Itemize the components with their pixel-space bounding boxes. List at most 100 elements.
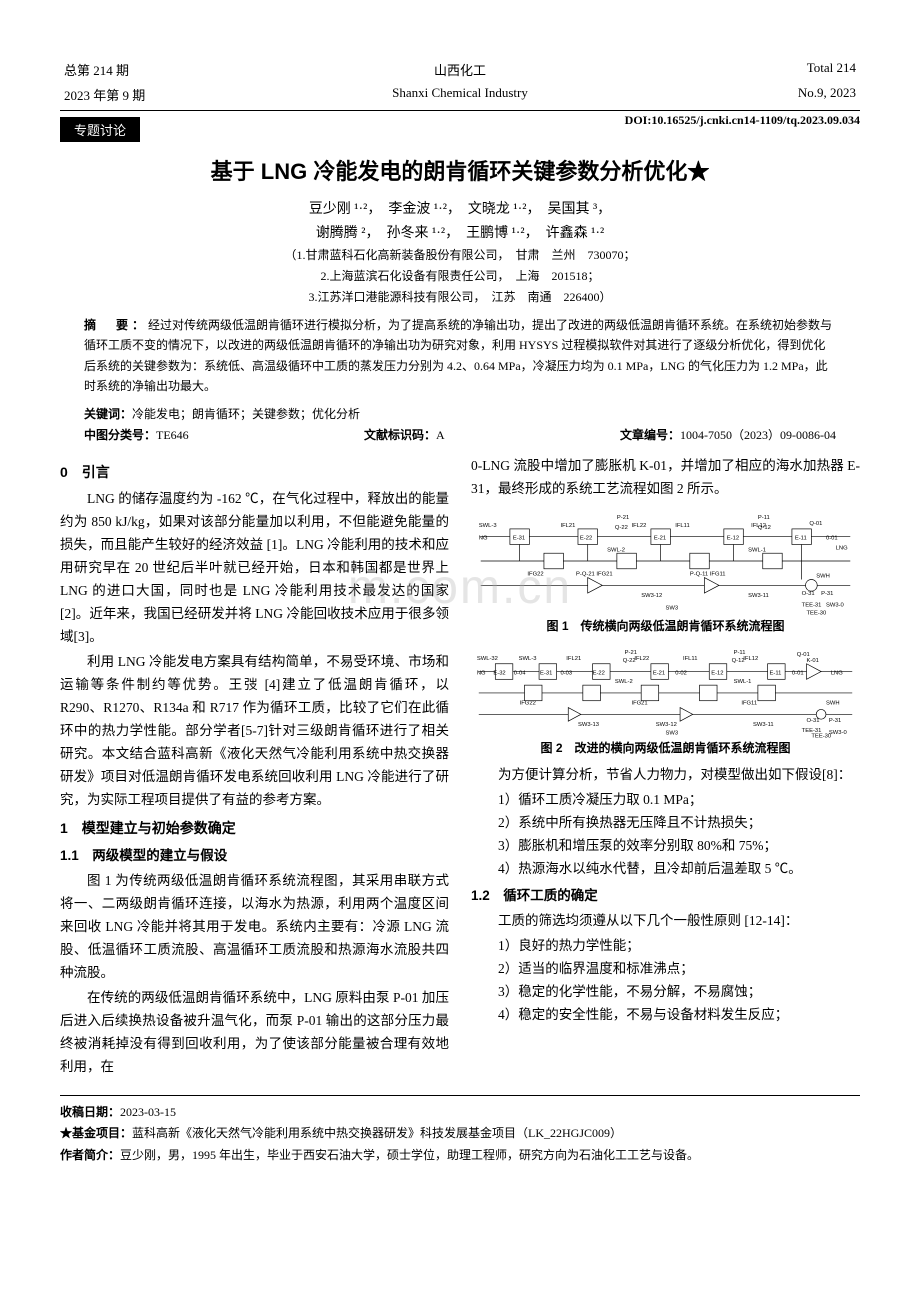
svg-text:E-12: E-12 <box>727 536 739 542</box>
svg-text:0-03: 0-03 <box>560 670 572 676</box>
fund-label: ★基金项目： <box>60 1126 132 1140</box>
authors-line-1: 豆少刚 ¹·²， 李金波 ¹·²， 文晓龙 ¹·²， 吴国其 ³， <box>60 198 860 218</box>
affiliation-3: 3.江苏洋口港能源科技有限公司， 江苏 南通 226400） <box>60 288 860 305</box>
svg-text:IFL11: IFL11 <box>683 656 697 662</box>
clc-label: 中图分类号： <box>84 428 156 442</box>
abstract-label: 摘 要： <box>84 318 148 332</box>
svg-text:SWL-2: SWL-2 <box>615 679 633 685</box>
page-header: 总第 214 期 山西化工 Total 214 2023 年第 9 期 Shan… <box>60 60 860 111</box>
svg-text:O-31: O-31 <box>802 591 815 597</box>
fluid-4: 4）稳定的安全性能，不易与设备材料发生反应； <box>471 1004 860 1027</box>
svg-text:SW3: SW3 <box>666 731 679 737</box>
svg-text:IFG21: IFG21 <box>631 700 647 706</box>
svg-text:SWH: SWH <box>816 574 830 580</box>
assume-4: 4）热源海水以纯水代替，且冷却前后温差取 5 ℃。 <box>471 858 860 881</box>
svg-text:0-01: 0-01 <box>792 670 804 676</box>
article-id-label: 文章编号： <box>620 428 680 442</box>
svg-text:E-12: E-12 <box>711 670 723 676</box>
figure-2: SWL-32SWL-3 IFL21P-21Q-22 IFL22IFL11 P-1… <box>471 643 860 758</box>
heading-model: 1 模型建立与初始参数确定 <box>60 817 449 841</box>
figure-1-caption: 图 1 传统横向两级低温朗肯循环系统流程图 <box>471 616 860 636</box>
svg-text:P-11: P-11 <box>758 516 770 522</box>
svg-text:IFL11: IFL11 <box>675 523 689 529</box>
keywords-label: 关键词： <box>84 407 132 421</box>
svg-text:E-32: E-32 <box>493 670 505 676</box>
journal-name-en: Shanxi Chemical Industry <box>392 85 528 104</box>
fund-text: 蓝科高新《液化天然气冷能利用系统中热交换器研发》科技发展基金项目（LK_22HG… <box>132 1126 622 1140</box>
svg-text:IFG11: IFG11 <box>741 700 757 706</box>
para-assume-intro: 为方便计算分析，节省人力物力，对模型做出如下假设[8]： <box>471 764 860 787</box>
svg-text:P-Q-21 IFG21: P-Q-21 IFG21 <box>576 572 613 578</box>
svg-text:LNG: LNG <box>836 546 848 552</box>
para-model-1: 图 1 为传统两级低温朗肯循环系统流程图，其采用串联方式将一、二两级朗肯循环连接… <box>60 870 449 985</box>
keywords-line: 关键词：冷能发电；朗肯循环；关键参数；优化分析 <box>84 405 836 422</box>
svg-text:Q-22: Q-22 <box>615 525 628 531</box>
bio-text: 豆少刚，男，1995 年出生，毕业于西安石油大学，硕士学位，助理工程师，研究方向… <box>120 1148 699 1162</box>
assume-1: 1）循环工质冷凝压力取 0.1 MPa； <box>471 789 860 812</box>
header-year-issue-cn: 2023 年第 9 期 <box>64 85 244 104</box>
svg-text:E-22: E-22 <box>580 536 592 542</box>
svg-text:TEE-30: TEE-30 <box>807 611 828 617</box>
svg-text:IFG22: IFG22 <box>527 572 543 578</box>
svg-text:SW3: SW3 <box>666 606 679 612</box>
svg-text:IFL22: IFL22 <box>631 523 646 529</box>
keywords-text: 冷能发电；朗肯循环；关键参数；优化分析 <box>132 407 360 421</box>
assume-2: 2）系统中所有换热器无压降且不计热损失； <box>471 812 860 835</box>
svg-text:E-11: E-11 <box>795 536 807 542</box>
svg-text:IFL22: IFL22 <box>634 656 649 662</box>
svg-text:IFL21: IFL21 <box>566 656 581 662</box>
heading-fluid: 1.2 循环工质的确定 <box>471 885 860 908</box>
body-columns: 0 引言 LNG 的储存温度约为 -162 ℃，在气化过程中，释放出的能量约为 … <box>60 455 860 1081</box>
svg-text:E-21: E-21 <box>653 670 665 676</box>
svg-text:E-21: E-21 <box>654 536 666 542</box>
svg-text:SW3-0: SW3-0 <box>829 730 848 736</box>
header-issue-total-cn: 总第 214 期 <box>64 60 244 79</box>
svg-text:0-04: 0-04 <box>514 670 526 676</box>
svg-text:SW3-13: SW3-13 <box>578 722 599 728</box>
header-year-issue-en: No.9, 2023 <box>676 85 856 104</box>
affiliation-1: （1.甘肃蓝科石化高新装备股份有限公司， 甘肃 兰州 730070； <box>60 246 860 263</box>
svg-text:SW3-11: SW3-11 <box>753 722 774 728</box>
svg-text:SW3-0: SW3-0 <box>826 603 845 609</box>
abstract-text: 经过对传统两级低温朗肯循环进行模拟分析，为了提高系统的净输出功，提出了改进的两级… <box>84 318 832 393</box>
authors-line-2: 谢腾腾 ²， 孙冬来 ¹·²， 王鹏博 ¹·²， 许鑫森 ¹·² <box>60 222 860 242</box>
svg-text:P-31: P-31 <box>829 718 841 724</box>
abstract-block: 摘 要：经过对传统两级低温朗肯循环进行模拟分析，为了提高系统的净输出功，提出了改… <box>84 315 836 397</box>
heading-intro: 0 引言 <box>60 461 449 485</box>
svg-text:IFG22: IFG22 <box>520 700 536 706</box>
assume-3: 3）膨胀机和增压泵的效率分别取 80%和 75%； <box>471 835 860 858</box>
received-label: 收稿日期： <box>60 1105 120 1119</box>
svg-text:K-01: K-01 <box>807 658 819 664</box>
para-right-top: 0-LNG 流股中增加了膨胀机 K-01，并增加了相应的海水加热器 E-31，最… <box>471 455 860 501</box>
svg-text:E-31: E-31 <box>513 536 525 542</box>
svg-text:SW3-12: SW3-12 <box>656 722 677 728</box>
svg-text:TEE-31: TEE-31 <box>802 603 822 609</box>
footer-block: 收稿日期：2023-03-15 ★基金项目：蓝科高新《液化天然气冷能利用系统中热… <box>60 1095 860 1167</box>
bio-label: 作者简介： <box>60 1148 120 1162</box>
para-intro-1: LNG 的储存温度约为 -162 ℃，在气化过程中，释放出的能量约为 850 k… <box>60 488 449 649</box>
clc-value: TE646 <box>156 428 189 442</box>
fluid-2: 2）适当的临界温度和标准沸点； <box>471 958 860 981</box>
doi-text: DOI:10.16525/j.cnki.cn14-1109/tq.2023.09… <box>625 113 860 128</box>
svg-text:SWL-3: SWL-3 <box>479 523 497 529</box>
svg-text:NG: NG <box>479 536 488 542</box>
svg-text:IFL12: IFL12 <box>743 656 758 662</box>
received-date: 2023-03-15 <box>120 1105 176 1119</box>
svg-text:P-Q-11 IFG11: P-Q-11 IFG11 <box>690 572 726 578</box>
svg-text:IFL21: IFL21 <box>560 523 575 529</box>
journal-name-cn: 山西化工 <box>434 60 486 79</box>
svg-text:E-11: E-11 <box>770 670 782 676</box>
svg-text:Q-01: Q-01 <box>809 521 822 527</box>
svg-text:SWL-3: SWL-3 <box>519 656 537 662</box>
svg-text:SWL-2: SWL-2 <box>607 548 625 554</box>
article-id-value: 1004-7050（2023）09-0086-04 <box>680 428 836 442</box>
figure-2-caption: 图 2 改进的横向两级低温朗肯循环系统流程图 <box>471 738 860 758</box>
svg-text:P-21: P-21 <box>617 516 629 522</box>
svg-text:SWL-1: SWL-1 <box>748 548 766 554</box>
svg-text:TEE-30: TEE-30 <box>811 733 832 737</box>
fluid-3: 3）稳定的化学性能，不易分解，不易腐蚀； <box>471 981 860 1004</box>
svg-text:SWL-1: SWL-1 <box>734 679 752 685</box>
affiliation-2: 2.上海蓝滨石化设备有限责任公司， 上海 201518； <box>60 267 860 284</box>
svg-text:0-02: 0-02 <box>675 670 687 676</box>
header-rule <box>60 110 860 111</box>
